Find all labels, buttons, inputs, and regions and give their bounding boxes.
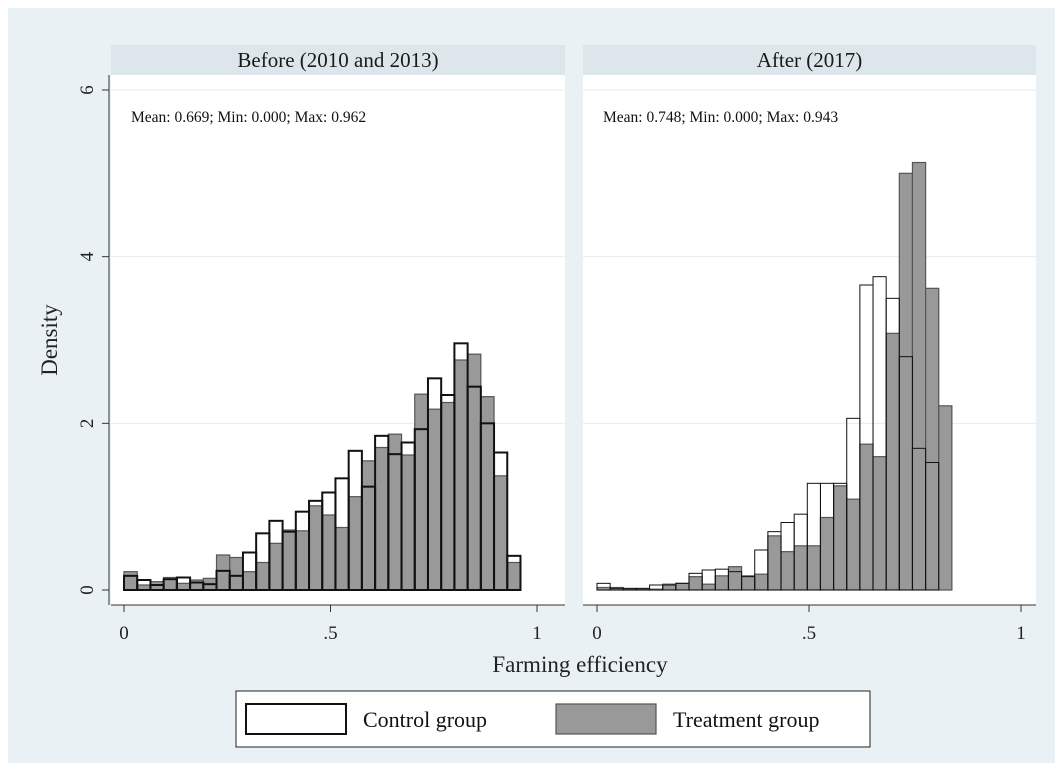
control-bar [493, 451, 509, 591]
panel-title-1: Before (2010 and 2013) [237, 48, 438, 72]
control-bar [596, 582, 611, 591]
x-axis-title: Farming efficiency [492, 652, 668, 677]
control-bar [925, 462, 940, 591]
legend-label-2: Treatment group [673, 707, 819, 732]
treatment-bar [414, 393, 429, 591]
treatment-bar [754, 573, 769, 591]
treatment-bar [701, 583, 716, 591]
treatment-bar [846, 498, 861, 591]
treatment-bar [281, 529, 297, 591]
treatment-bar [924, 287, 940, 591]
treatment-bar [400, 454, 416, 591]
treatment-bar [780, 551, 795, 591]
x-tick-label: .5 [802, 623, 816, 644]
stats-annotation-2: Mean: 0.748; Min: 0.000; Max: 0.943 [603, 109, 838, 126]
treatment-bar [688, 576, 703, 591]
panel-title-2: After (2017) [757, 48, 863, 72]
treatment-bar [453, 359, 469, 591]
y-tick-label: 0 [77, 585, 98, 595]
legend-swatch-1 [245, 703, 347, 735]
treatment-bar [467, 353, 482, 591]
treatment-bar [898, 172, 914, 591]
treatment-bar [308, 505, 323, 591]
treatment-bar [348, 496, 363, 591]
treatment-bar [123, 571, 138, 591]
treatment-bar [675, 582, 690, 591]
treatment-bar [506, 561, 522, 591]
treatment-bar [938, 405, 953, 591]
y-tick-label: 4 [77, 251, 98, 261]
y-axis-title: Density [37, 304, 62, 376]
x-tick-label: 1 [532, 623, 542, 644]
treatment-bar [255, 561, 270, 591]
legend-swatch-2 [555, 703, 657, 735]
control-bar [506, 554, 522, 591]
treatment-bar [387, 433, 403, 591]
x-tick-label: 0 [592, 623, 602, 644]
treatment-bar [740, 575, 756, 591]
treatment-bar [714, 575, 730, 591]
treatment-bar [215, 554, 231, 591]
treatment-bar [242, 571, 257, 591]
treatment-bar [767, 535, 782, 591]
treatment-bar [727, 566, 743, 591]
treatment-bar [793, 545, 808, 591]
treatment-bar [374, 446, 389, 591]
treatment-bar [361, 460, 376, 591]
treatment-bar [321, 514, 337, 591]
plot-area-2 [583, 75, 1036, 605]
legend-label-1: Control group [363, 707, 487, 732]
treatment-bar [427, 408, 442, 591]
y-tick-label: 2 [77, 419, 98, 429]
x-tick-label: 1 [1016, 623, 1026, 644]
treatment-bar [268, 542, 284, 591]
treatment-bar [229, 556, 244, 591]
x-tick-label: 0 [119, 623, 129, 644]
treatment-bar [911, 161, 927, 591]
treatment-bar [493, 475, 508, 591]
treatment-bar [334, 526, 350, 591]
treatment-bar [295, 530, 310, 591]
treatment-bar [440, 401, 455, 591]
treatment-bar [480, 396, 495, 591]
x-tick-label: .5 [323, 623, 337, 644]
treatment-bar [832, 485, 848, 591]
y-tick-label: 6 [77, 85, 98, 95]
treatment-bar [885, 332, 900, 591]
treatment-bar [806, 545, 822, 591]
treatment-bar [872, 456, 887, 591]
treatment-bar [819, 516, 835, 591]
panel-header-1 [111, 45, 565, 75]
panel-header-2 [583, 45, 1036, 75]
treatment-bar [859, 443, 874, 591]
stats-annotation-1: Mean: 0.669; Min: 0.000; Max: 0.962 [131, 109, 366, 126]
